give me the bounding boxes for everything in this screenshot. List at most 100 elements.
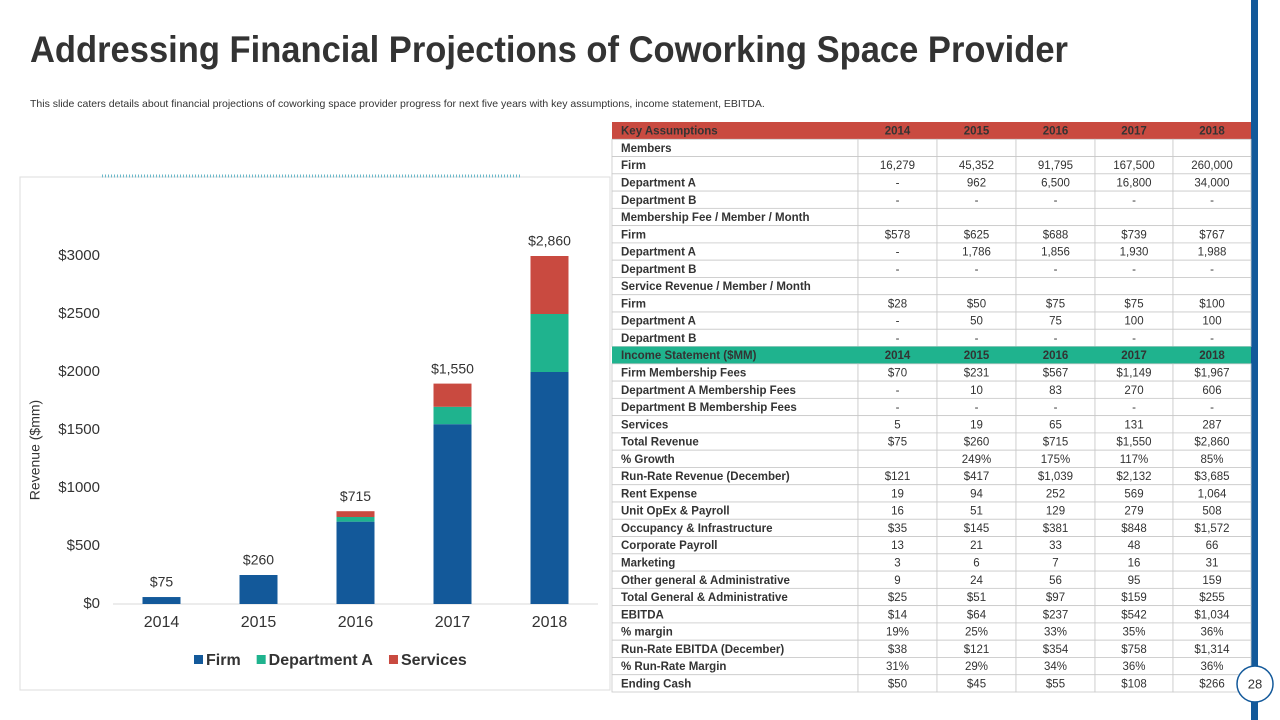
value-cell: $1,550: [1116, 437, 1151, 449]
value-cell: 21: [970, 540, 983, 552]
header-cell: 2017: [1121, 350, 1147, 362]
total-label: $1,550: [431, 360, 474, 376]
header-cell: 2014: [885, 350, 911, 362]
value-cell: 25%: [965, 627, 988, 639]
cell: [857, 138, 938, 157]
value-cell: 34%: [1044, 661, 1067, 673]
subtitle: This slide caters details about financia…: [30, 98, 765, 110]
value-cell: 167,500: [1113, 160, 1155, 172]
value-cell: 131: [1124, 419, 1143, 431]
value-cell: 249%: [962, 454, 991, 466]
value-cell: $266: [1199, 678, 1225, 690]
cell: [857, 277, 938, 296]
value-cell: 260,000: [1191, 160, 1233, 172]
row-label: Firm: [621, 298, 646, 310]
value-cell: 7: [1052, 557, 1058, 569]
x-tick-label: 2016: [338, 614, 374, 631]
value-cell: 10: [970, 385, 983, 397]
row-label: Department B Membership Fees: [621, 402, 797, 414]
legend-label: Firm: [206, 652, 241, 669]
value-cell: 606: [1202, 385, 1221, 397]
row-label: % Growth: [621, 454, 675, 466]
value-cell: 175%: [1041, 454, 1070, 466]
value-cell: 100: [1202, 316, 1221, 328]
value-cell: $231: [964, 367, 990, 379]
value-cell: 36%: [1122, 661, 1145, 673]
row-label: % Run-Rate Margin: [621, 661, 726, 673]
header-row: [612, 122, 1251, 140]
value-cell: 33%: [1044, 627, 1067, 639]
value-cell: -: [1210, 195, 1214, 207]
header-cell: 2016: [1043, 126, 1069, 138]
value-cell: $121: [964, 644, 990, 656]
value-cell: $145: [964, 523, 990, 535]
header-cell: 2014: [885, 126, 911, 138]
value-cell: $260: [964, 437, 990, 449]
value-cell: -: [896, 402, 900, 414]
row-label: Unit OpEx & Payroll: [621, 506, 730, 518]
bar-segment: [142, 597, 181, 604]
value-cell: 50: [970, 316, 983, 328]
value-cell: 1,930: [1120, 247, 1149, 259]
value-cell: 5: [894, 419, 900, 431]
row-label: Services: [621, 419, 668, 431]
row-label: Membership Fee / Member / Month: [621, 212, 810, 224]
value-cell: 6: [973, 557, 979, 569]
cell: [1015, 277, 1096, 296]
legend-swatch: [194, 655, 203, 664]
value-cell: $97: [1046, 592, 1065, 604]
value-cell: $381: [1043, 523, 1069, 535]
value-cell: $75: [1046, 298, 1065, 310]
header-cell: 2015: [964, 350, 990, 362]
value-cell: 66: [1206, 540, 1219, 552]
row-label: Other general & Administrative: [621, 575, 790, 587]
chart: $0 $500 $1000 $1500 $2000 $2500 $3000 Revenue (…: [27, 233, 598, 669]
x-tick-label: 2014: [144, 614, 180, 631]
row-label: Corporate Payroll: [621, 540, 718, 552]
value-cell: $625: [964, 229, 990, 241]
value-cell: 31%: [886, 661, 909, 673]
header-cell: 2016: [1043, 350, 1069, 362]
value-cell: $1,572: [1194, 523, 1229, 535]
value-cell: $70: [888, 367, 907, 379]
value-cell: $35: [888, 523, 907, 535]
cell: [1015, 138, 1096, 157]
value-cell: $2,860: [1194, 437, 1229, 449]
row-label: EBITDA: [621, 609, 664, 621]
bar-segment: [530, 256, 569, 314]
cell: [857, 207, 938, 227]
legend-swatch: [388, 655, 398, 664]
value-cell: $3,685: [1194, 471, 1229, 483]
value-cell: 508: [1202, 506, 1221, 518]
value-cell: -: [1132, 333, 1136, 345]
value-cell: -: [975, 402, 979, 414]
value-cell: 19: [891, 488, 904, 500]
value-cell: 16,279: [880, 160, 915, 172]
value-cell: $45: [967, 678, 986, 690]
bar-segment: [239, 575, 278, 604]
value-cell: 16,800: [1116, 177, 1151, 189]
value-cell: -: [1210, 333, 1214, 345]
value-cell: 45,352: [959, 160, 994, 172]
cell: [857, 449, 938, 468]
row-label: Marketing: [621, 557, 675, 569]
row-label: Total General & Administrative: [621, 592, 788, 604]
bar-segment: [433, 424, 472, 604]
value-cell: 35%: [1122, 627, 1145, 639]
value-cell: $255: [1199, 592, 1225, 604]
value-cell: 33: [1049, 540, 1062, 552]
value-cell: 91,795: [1038, 160, 1073, 172]
y-tick-label: $3000: [58, 247, 100, 264]
header-cell: 2015: [964, 126, 990, 138]
header-cell: Income Statement ($MM): [621, 350, 757, 362]
side-bar: [1251, 0, 1258, 720]
table: Key Assumptions 2014 2015 2016 2017 2018 Membe…: [611, 122, 1252, 693]
x-tick-label: 2018: [532, 614, 568, 631]
row-label: Department A: [621, 316, 696, 328]
page-number: 28: [1248, 676, 1262, 691]
value-cell: 51: [970, 506, 983, 518]
value-cell: -: [896, 177, 900, 189]
value-cell: 129: [1046, 506, 1065, 518]
cell: [611, 294, 859, 313]
